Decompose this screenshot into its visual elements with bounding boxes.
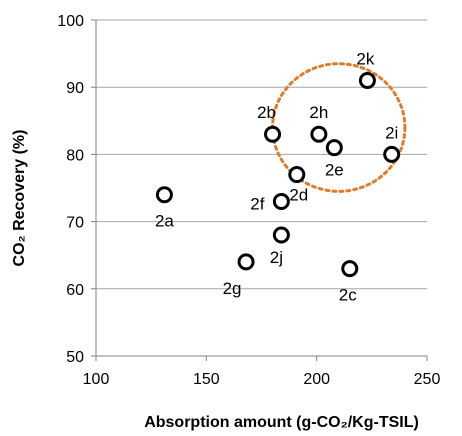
y-tick-label: 60 bbox=[66, 282, 84, 299]
scatter-point-2g bbox=[237, 253, 255, 271]
point-label-2g: 2g bbox=[223, 279, 242, 298]
y-tick-label: 80 bbox=[66, 147, 84, 164]
scatter-point-2a bbox=[155, 186, 173, 204]
scatter-point-2j bbox=[272, 226, 290, 244]
point-label-2e: 2e bbox=[325, 161, 344, 180]
y-tick-label: 100 bbox=[57, 13, 84, 30]
x-tick-label: 250 bbox=[414, 371, 441, 388]
point-label-2i: 2i bbox=[385, 123, 398, 142]
point-label-2c: 2c bbox=[339, 286, 357, 305]
scatter-point-2h bbox=[310, 125, 328, 143]
point-label-2b: 2b bbox=[257, 103, 276, 122]
scatter-point-2b bbox=[264, 125, 282, 143]
point-label-2a: 2a bbox=[155, 212, 174, 231]
y-tick-label: 50 bbox=[66, 349, 84, 366]
point-label-2d: 2d bbox=[289, 186, 308, 205]
scatter-point-2k bbox=[358, 71, 376, 89]
point-label-2j: 2j bbox=[270, 248, 283, 267]
x-tick-label: 200 bbox=[303, 371, 330, 388]
scatter-point-2d bbox=[288, 166, 306, 184]
data-points bbox=[155, 71, 401, 278]
scatter-point-2c bbox=[341, 260, 359, 278]
point-label-2f: 2f bbox=[250, 194, 264, 213]
axes bbox=[91, 19, 428, 361]
gridlines bbox=[96, 19, 427, 290]
point-label-2h: 2h bbox=[309, 103, 328, 122]
y-tick-label: 70 bbox=[66, 215, 84, 232]
y-tick-label: 90 bbox=[66, 80, 84, 97]
tick-labels: 50 60 70 80 90 100 100 150 200 250 bbox=[57, 13, 440, 388]
scatter-point-2f bbox=[272, 192, 290, 210]
point-labels: 2a 2b 2c 2d 2e 2f 2g 2h 2i 2j 2k bbox=[155, 49, 398, 304]
x-tick-label: 150 bbox=[193, 371, 220, 388]
scatter-point-2e bbox=[325, 139, 343, 157]
x-tick-label: 100 bbox=[83, 371, 110, 388]
y-axis-title: CO₂ Recovery (%) bbox=[11, 130, 28, 267]
x-axis-title: Absorption amount (g-CO₂/Kg-TSIL) bbox=[144, 414, 419, 431]
scatter-point-2i bbox=[383, 145, 401, 163]
point-label-2k: 2k bbox=[356, 49, 374, 68]
